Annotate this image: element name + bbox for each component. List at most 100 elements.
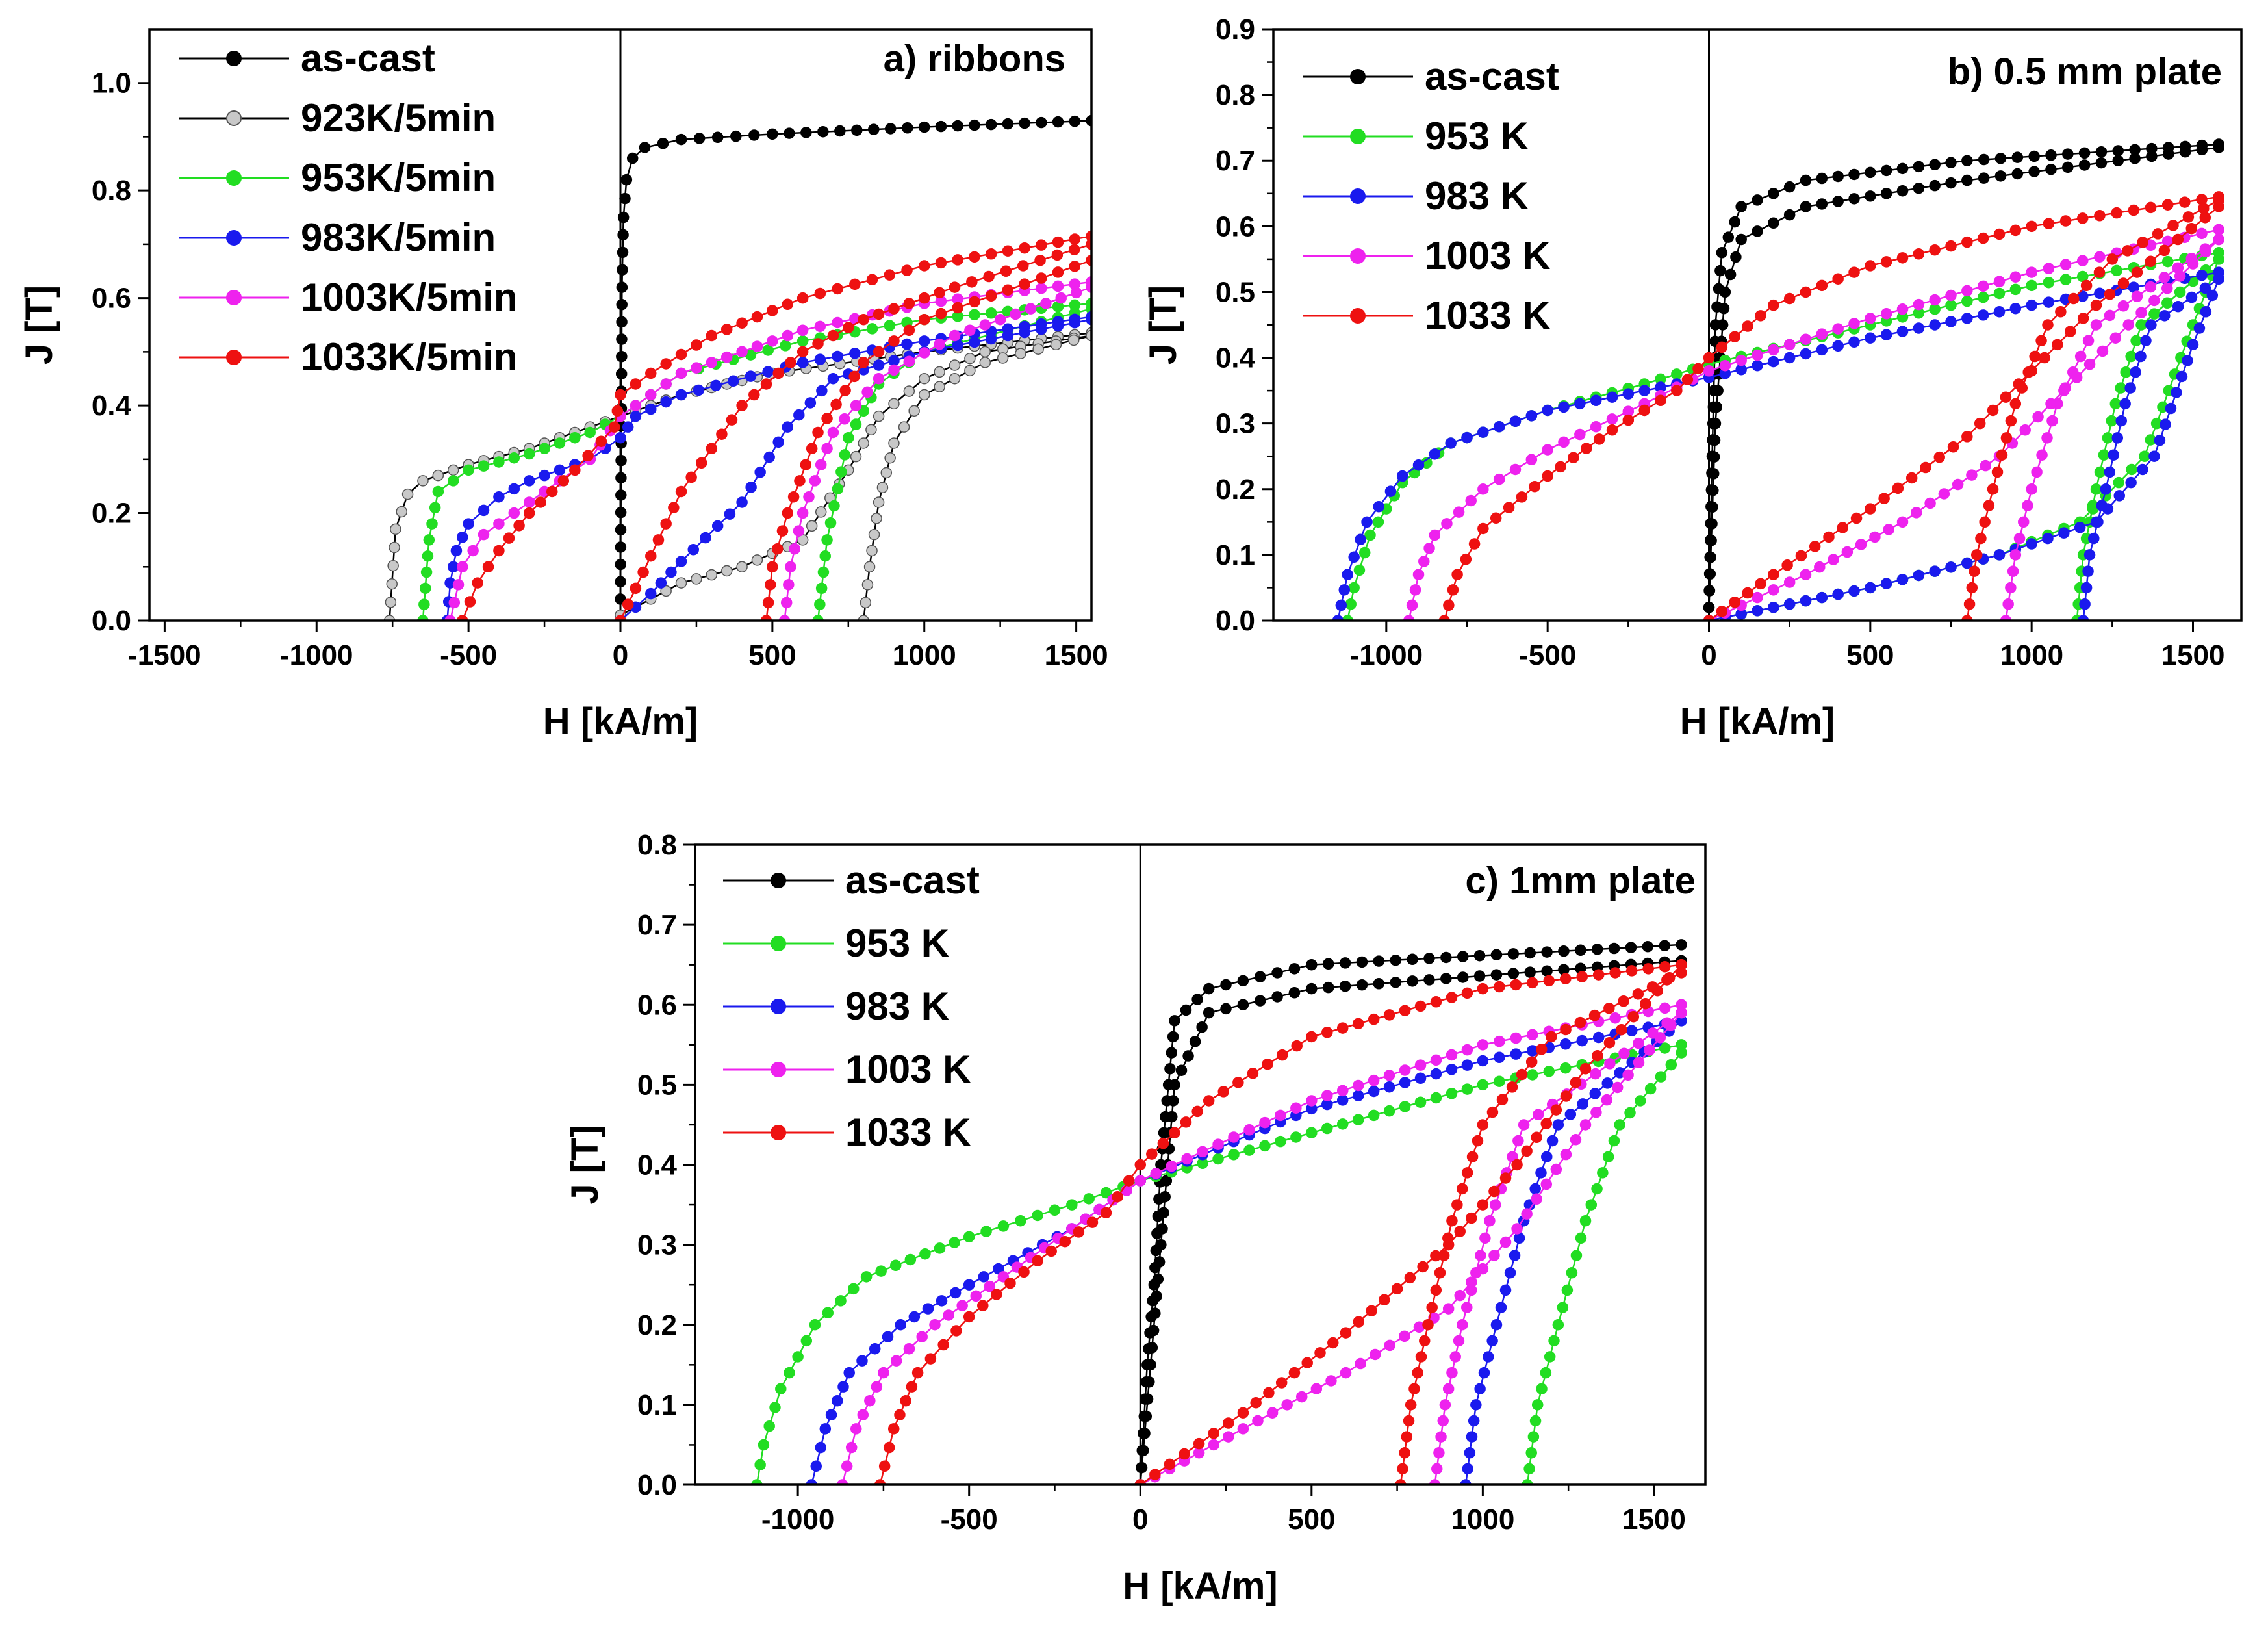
data-point [760, 378, 772, 390]
y-tick-label: 0.2 [92, 498, 131, 530]
data-point [2131, 266, 2143, 278]
data-point [1383, 1070, 1395, 1081]
data-point [1865, 260, 1876, 272]
data-point [1461, 1167, 1473, 1179]
data-point [751, 311, 763, 323]
data-point [1036, 116, 1047, 129]
data-point [2187, 339, 2199, 351]
data-point [1032, 1255, 1043, 1266]
data-point [1143, 1376, 1155, 1388]
data-point [1466, 1151, 1479, 1162]
data-point [1429, 1479, 1441, 1485]
data-point [1449, 1351, 1461, 1363]
data-point [904, 1253, 917, 1266]
data-point [874, 1479, 886, 1485]
data-point [418, 598, 430, 610]
data-point [1966, 582, 1978, 594]
series-1003-k [836, 999, 1687, 1485]
data-point [2077, 313, 2089, 324]
data-point [1451, 1199, 1463, 1211]
data-point [1558, 964, 1570, 975]
data-point [652, 534, 665, 546]
data-point [2199, 243, 2211, 255]
data-point [660, 396, 672, 408]
data-point [902, 122, 913, 134]
data-point [1355, 533, 1366, 546]
data-point [615, 506, 627, 519]
data-point [1542, 470, 1553, 482]
data-point [1353, 1316, 1365, 1328]
data-point [2022, 500, 2033, 511]
data-point [1996, 449, 2008, 461]
data-point [1212, 1153, 1224, 1165]
data-point [827, 329, 839, 342]
x-tick-label: 500 [1288, 1504, 1335, 1535]
data-point [1661, 1017, 1673, 1029]
data-point [751, 554, 763, 566]
data-point [762, 366, 774, 378]
data-point [1529, 1415, 1542, 1427]
data-point [2076, 212, 2089, 224]
data-point [2106, 415, 2118, 427]
data-point [2031, 466, 2043, 478]
data-point [1477, 1119, 1489, 1131]
data-point [2111, 432, 2124, 444]
data-point [792, 1351, 804, 1363]
data-point [1191, 1105, 1203, 1118]
data-point [1800, 348, 1812, 360]
data-point [1412, 569, 1425, 580]
data-point [645, 550, 657, 562]
data-point [1281, 1399, 1293, 1411]
data-point [1525, 410, 1538, 422]
data-point [1676, 1047, 1687, 1059]
data-point [1735, 354, 1747, 366]
data-point [1068, 244, 1080, 255]
data-point [1576, 971, 1588, 982]
data-point [1560, 1023, 1572, 1036]
data-point [793, 525, 805, 537]
data-point [1768, 188, 1779, 199]
plot-area [751, 939, 1687, 1485]
y-tick-label: 0.0 [92, 605, 131, 637]
data-point [1768, 217, 1779, 229]
data-point [720, 351, 733, 363]
data-point [1412, 459, 1425, 471]
data-point [523, 448, 535, 460]
data-point [1418, 556, 1430, 567]
data-point [2052, 339, 2063, 351]
data-point [1462, 1463, 1473, 1475]
data-point [814, 598, 826, 610]
data-point [1196, 1021, 1208, 1033]
data-point [615, 472, 627, 484]
data-point [1015, 348, 1026, 359]
data-point [1164, 1063, 1176, 1075]
data-point [2074, 350, 2087, 363]
data-point [1373, 500, 1384, 513]
data-point [467, 545, 479, 557]
data-point [873, 496, 885, 508]
data-point [1446, 1367, 1458, 1379]
data-point [1049, 1204, 1061, 1216]
legend-label: 923K/5min [301, 96, 496, 140]
data-point [1457, 951, 1469, 962]
data-point [447, 475, 459, 487]
data-point [1646, 981, 1659, 993]
data-point [2079, 598, 2091, 610]
data-point [1454, 1226, 1466, 1237]
data-point [1546, 1031, 1557, 1043]
data-point [1768, 344, 1779, 356]
data-point [1991, 466, 2004, 478]
data-point [1525, 1056, 1538, 1068]
data-point [2080, 582, 2093, 594]
data-point [2196, 227, 2208, 240]
data-point [1961, 174, 1973, 186]
data-point [782, 421, 794, 433]
data-point [796, 346, 809, 358]
data-point [1560, 973, 1572, 984]
data-point [615, 576, 626, 588]
data-point [1593, 433, 1605, 445]
data-point [822, 1307, 834, 1319]
data-point [1167, 1095, 1179, 1107]
data-point [1716, 247, 1728, 259]
data-point [2130, 366, 2141, 378]
